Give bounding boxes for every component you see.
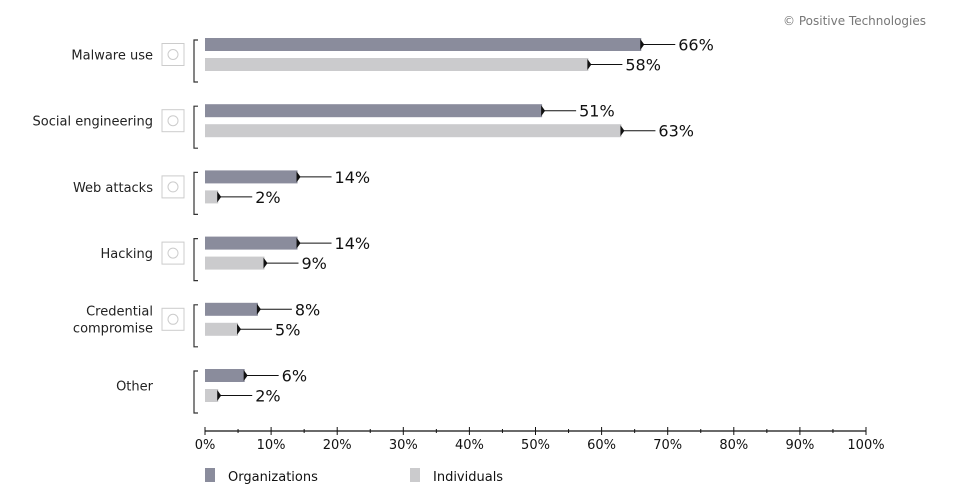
bar-individuals [205,124,622,138]
bar-end-marker [217,191,222,203]
x-tick-label: 90% [785,438,814,453]
hacking-icon [161,241,185,265]
data-label: 5% [275,320,300,339]
bar-end-marker [296,171,301,183]
category-label: compromise [73,321,153,336]
legend-label: Individuals [433,470,503,485]
x-tick-label: 0% [195,438,216,453]
bar-end-marker [256,303,261,315]
hacking-icon-detail [167,247,179,259]
group-bracket [193,304,198,348]
globe-icon [161,175,185,199]
x-tick-label: 50% [521,438,550,453]
x-tick-label: 20% [323,438,352,453]
eye-icon [161,307,185,331]
x-tick-label: 70% [653,438,682,453]
bar-end-marker [263,257,268,269]
bar-organizations [205,38,642,51]
bar-end-marker [541,105,546,117]
data-label: 2% [255,188,280,207]
bar-organizations [205,104,543,118]
data-label: 8% [295,300,320,319]
bar-organizations [205,170,298,184]
bar-individuals [205,190,219,204]
bar-end-marker [237,323,242,335]
bar-individuals [205,256,265,270]
bar-organizations [205,302,258,316]
group-bracket [193,238,198,282]
data-label: 9% [301,254,326,273]
category-label: Hacking [100,247,153,262]
bar-individuals [205,322,239,336]
social-engineering-icon-detail [167,115,179,127]
x-tick-label: 80% [719,438,748,453]
bar-end-marker [217,390,222,401]
globe-icon-detail [167,181,179,193]
x-tick-label: 10% [257,438,286,453]
category-label: Malware use [71,49,153,64]
category-label: Social engineering [33,115,153,130]
category-label: Other [116,380,154,395]
group-bracket [193,171,198,215]
data-label: 14% [335,168,371,187]
data-label: 2% [255,387,280,406]
bar-end-marker [620,125,625,137]
bar-end-marker [587,59,592,70]
social-engineering-icon [161,109,185,133]
malware-bug-icon-detail [167,49,179,60]
data-label: 6% [282,367,307,386]
bar-organizations [205,236,298,250]
category-label: Credential [86,304,153,319]
x-tick-label: 60% [587,438,616,453]
data-label: 63% [658,122,694,141]
group-bracket [193,105,198,149]
bar-individuals [205,389,219,402]
data-label: 58% [625,56,661,75]
bar-individuals [205,58,589,71]
bar-end-marker [296,237,301,249]
legend-label: Organizations [228,470,318,485]
copyright: © Positive Technologies [783,14,926,28]
category-label: Web attacks [73,181,153,196]
data-label: 51% [579,102,615,121]
legend-swatch-organizations [205,468,215,482]
data-label: 66% [678,36,714,55]
bar-organizations [205,369,245,382]
x-tick-label: 30% [389,438,418,453]
legend-swatch-individuals [410,468,420,482]
bar-end-marker [243,370,248,381]
eye-icon-detail [167,313,179,325]
data-label: 14% [335,234,371,253]
bar-end-marker [640,39,645,50]
group-bracket [193,39,198,83]
malware-bug-icon [161,43,185,66]
x-tick-label: 40% [455,438,484,453]
x-tick-label: 100% [847,438,884,453]
group-bracket [193,370,198,414]
